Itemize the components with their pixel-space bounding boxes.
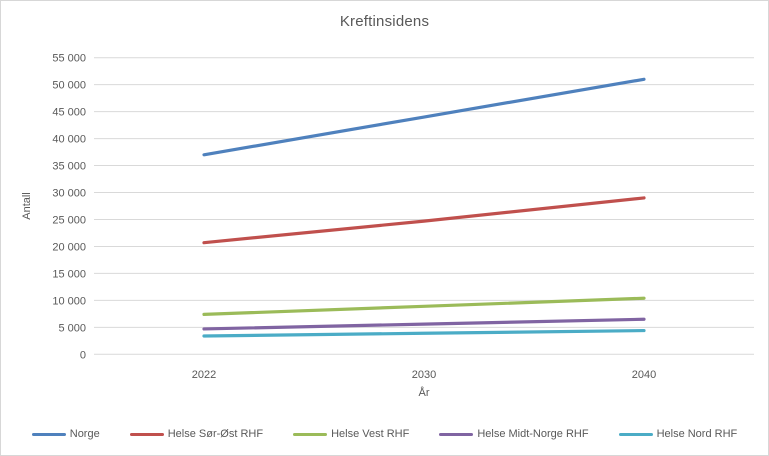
series-line-helse-nord-rhf (202, 328, 646, 338)
x-axis-title: År (418, 387, 430, 399)
series-line-norge (202, 77, 646, 157)
series-line-helse-vest-rhf (202, 296, 646, 316)
legend-label: Helse Nord RHF (656, 428, 738, 440)
legend-swatch (293, 432, 328, 436)
y-tick-label: 50 000 (52, 80, 86, 92)
y-tick-label: 15 000 (52, 268, 86, 280)
y-tick-label: 25 000 (52, 214, 86, 226)
legend-item: Helse Vest RHF (293, 428, 409, 440)
legend-item: Helse Midt-Norge RHF (439, 428, 589, 440)
x-tick-label: 2040 (632, 369, 656, 381)
chart-legend: Norge Helse Sør-Øst RHF Helse Vest RHF Hels… (1, 428, 768, 440)
legend-label: Helse Sør-Øst RHF (167, 428, 264, 440)
legend-swatch (31, 432, 66, 436)
y-tick-label: 5 000 (58, 322, 86, 334)
y-axis-title: Antall (21, 192, 33, 220)
legend-swatch (129, 432, 164, 436)
x-tick-label: 2030 (412, 369, 436, 381)
legend-item: Helse Nord RHF (618, 428, 738, 440)
legend-swatch (439, 432, 474, 436)
x-tick-label: 2022 (192, 369, 216, 381)
y-tick-label: 45 000 (52, 107, 86, 119)
y-tick-label: 55 000 (52, 53, 86, 65)
y-tick-label: 30 000 (52, 188, 86, 200)
legend-label: Norge (69, 428, 100, 440)
legend-label: Helse Midt-Norge RHF (477, 428, 589, 440)
legend-item: Norge (31, 428, 100, 440)
y-tick-label: 10 000 (52, 295, 86, 307)
series-line-helse-midt-norge-rhf (202, 317, 646, 331)
y-tick-label: 0 (80, 349, 86, 361)
y-tick-label: 40 000 (52, 134, 86, 146)
y-tick-label: 20 000 (52, 241, 86, 253)
series-line-helse-s-r-st-rhf (202, 196, 646, 245)
y-tick-label: 35 000 (52, 161, 86, 173)
chart-title: Kreftinsidens (339, 13, 430, 30)
legend-item: Helse Sør-Øst RHF (129, 428, 264, 440)
legend-label: Helse Vest RHF (331, 428, 410, 440)
legend-swatch (618, 432, 653, 436)
